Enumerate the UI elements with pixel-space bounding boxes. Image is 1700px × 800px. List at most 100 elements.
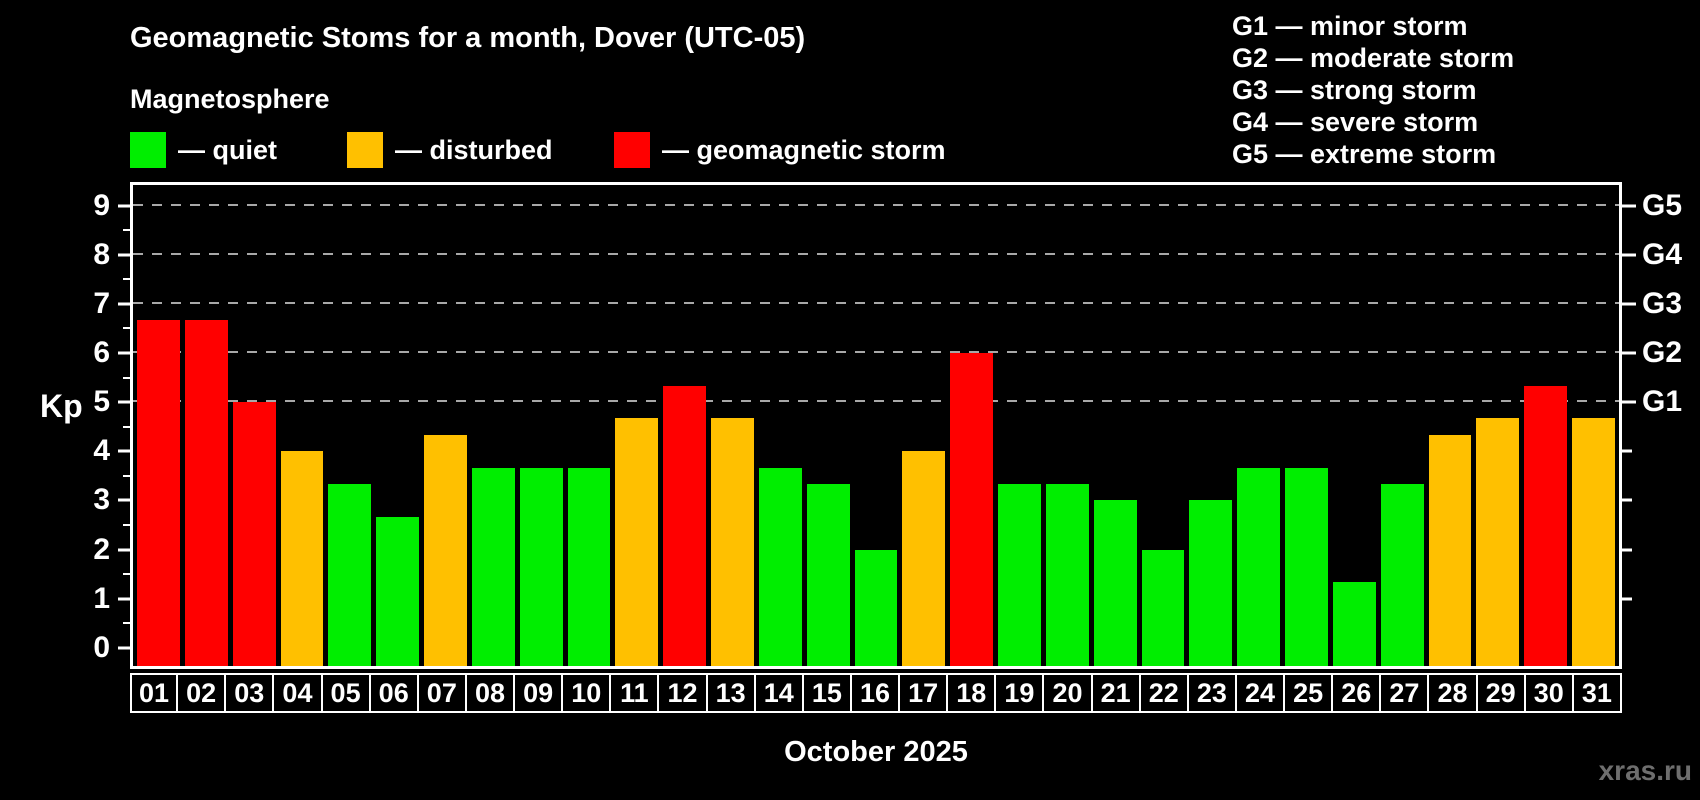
day-label-29: 29	[1475, 673, 1526, 713]
day-label-04: 04	[272, 673, 323, 713]
day-label-22: 22	[1138, 673, 1189, 713]
day-label-28: 28	[1427, 673, 1478, 713]
g-legend-line-3: G3 — strong storm	[1232, 75, 1477, 105]
day-label-09: 09	[513, 673, 564, 713]
day-label-13: 13	[705, 673, 756, 713]
y-tick-mark	[118, 351, 130, 355]
right-tick-mark	[1622, 400, 1636, 404]
right-axis-label-G3: G3	[1642, 286, 1683, 320]
bar-day-11	[615, 418, 659, 666]
day-label-17: 17	[898, 673, 949, 713]
y-tick-label-9: 9	[93, 188, 110, 222]
g-legend-line-4: G4 — severe storm	[1232, 107, 1479, 137]
y-tick-mark	[118, 400, 130, 404]
legend-swatch-quiet	[130, 132, 166, 168]
bar-series	[133, 185, 1619, 666]
day-label-10: 10	[561, 673, 612, 713]
y-tick-mark	[118, 449, 130, 453]
watermark: xras.ru	[1598, 755, 1692, 786]
x-axis-day-labels: 01 02 03 04 05 06 07 08 09 10 11 12 13 14 15 16 17 18 19 20…	[130, 673, 1622, 713]
bar-day-25	[1285, 467, 1328, 666]
g-legend-line-2: G2 — moderate storm	[1232, 43, 1515, 73]
day-label-24: 24	[1234, 673, 1286, 713]
y-minor-tick-mark	[123, 278, 130, 281]
bar-day-27	[1380, 484, 1424, 666]
bar-day-08	[471, 467, 515, 666]
day-label-12: 12	[657, 673, 708, 713]
day-label-06: 06	[368, 673, 419, 713]
legend-label-disturbed: — disturbed	[395, 134, 553, 165]
legend-item-storm: — geomagnetic storm	[614, 131, 946, 169]
y-tick-mark	[118, 646, 130, 650]
day-label-20: 20	[1042, 673, 1093, 713]
y-minor-tick-mark	[123, 376, 130, 379]
day-label-15: 15	[801, 673, 852, 713]
day-label-05: 05	[320, 673, 371, 713]
y-tick-label-5: 5	[93, 385, 110, 419]
day-label-31: 31	[1571, 673, 1622, 713]
bar-day-13	[711, 418, 754, 666]
right-tick-mark	[1622, 548, 1632, 552]
bar-day-03	[232, 402, 276, 666]
day-label-03: 03	[224, 673, 275, 713]
day-label-21: 21	[1090, 673, 1141, 713]
right-tick-mark	[1622, 302, 1636, 306]
day-label-26: 26	[1331, 673, 1382, 713]
day-label-08: 08	[464, 673, 516, 713]
bar-day-01	[137, 320, 180, 666]
bar-day-26	[1332, 582, 1376, 666]
bar-day-05	[328, 484, 372, 666]
g-legend-line-1: G1 — minor storm	[1232, 11, 1468, 41]
y-tick-mark	[118, 302, 130, 306]
day-label-19: 19	[994, 673, 1045, 713]
legend-swatch-storm	[614, 132, 650, 168]
gridline-kp-6	[133, 351, 1619, 354]
right-axis-label-G5: G5	[1642, 188, 1683, 222]
day-label-01: 01	[130, 673, 179, 713]
bar-day-22	[1141, 549, 1185, 666]
right-tick-mark	[1622, 253, 1636, 257]
legend-label-storm: — geomagnetic storm	[662, 134, 946, 165]
y-tick-mark	[118, 548, 130, 552]
y-axis-left: 0 1 2 3 4 5 6 7 8 9	[0, 185, 130, 666]
bar-day-04	[280, 451, 324, 666]
y-tick-mark	[118, 498, 130, 502]
y-tick-label-7: 7	[93, 286, 110, 320]
y-tick-label-8: 8	[93, 237, 110, 271]
right-axis-label-G4: G4	[1642, 237, 1683, 271]
bar-day-16	[854, 549, 898, 666]
bar-day-21	[1093, 500, 1137, 666]
y-minor-tick-mark	[123, 573, 130, 576]
gridline-kp-5	[133, 400, 1619, 403]
bar-day-30	[1524, 385, 1568, 666]
right-tick-mark	[1622, 204, 1636, 208]
legend-label-quiet: — quiet	[178, 134, 277, 165]
right-tick-mark	[1622, 498, 1632, 502]
y-minor-tick-mark	[123, 524, 130, 526]
y-tick-mark	[118, 597, 130, 601]
bar-day-06	[376, 516, 420, 666]
y-tick-label-0: 0	[93, 630, 110, 664]
y-minor-tick-mark	[123, 622, 130, 625]
bar-day-09	[519, 467, 563, 666]
bar-day-15	[806, 484, 850, 666]
y-tick-label-4: 4	[93, 434, 110, 468]
x-axis-title: October 2025	[784, 736, 968, 768]
right-axis-label-G1: G1	[1642, 385, 1683, 419]
y-minor-tick-mark	[123, 229, 130, 232]
right-axis-label-G2: G2	[1642, 336, 1683, 370]
y-axis-right: G1 G2 G3 G4 G5	[1622, 185, 1700, 666]
y-tick-label-6: 6	[93, 336, 110, 370]
legend-swatch-disturbed	[347, 132, 383, 168]
day-label-14: 14	[753, 673, 804, 713]
gridlines	[133, 185, 1619, 666]
day-label-27: 27	[1379, 673, 1430, 713]
bar-day-02	[184, 320, 228, 666]
y-tick-mark	[118, 253, 130, 257]
chart-title: Geomagnetic Stoms for a month, Dover (UT…	[130, 22, 806, 54]
y-minor-tick-mark	[123, 425, 130, 428]
bar-day-31	[1572, 418, 1615, 666]
day-label-18: 18	[946, 673, 997, 713]
bar-day-10	[567, 467, 611, 666]
gridline-kp-9	[133, 203, 1619, 206]
